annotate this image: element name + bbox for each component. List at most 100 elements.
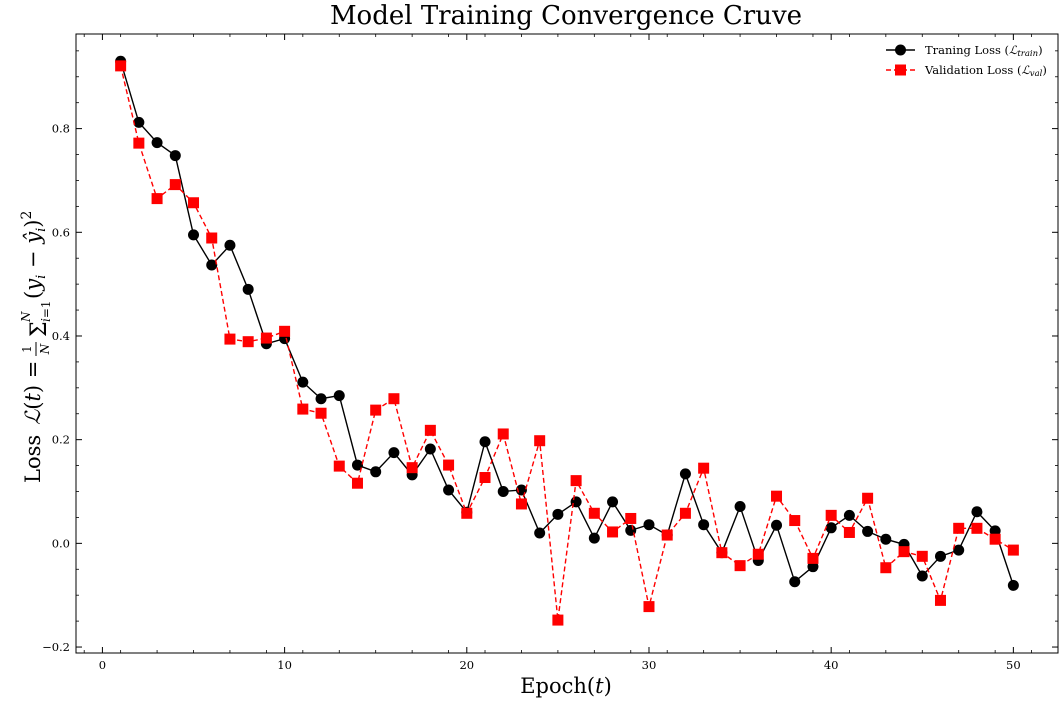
y-tick-label: −0.2 [42, 640, 70, 654]
val-loss-point [953, 522, 965, 534]
val-loss-point [862, 492, 874, 504]
legend-val-label: Validation Loss (ℒval) [924, 63, 1047, 79]
train-loss-point [497, 486, 509, 498]
val-loss-point [206, 232, 218, 244]
train-loss-point [843, 509, 855, 521]
train-loss-point [862, 525, 874, 537]
train-loss-point [351, 459, 363, 471]
train-loss-point [953, 544, 965, 556]
train-loss-point [534, 527, 546, 539]
val-loss-point [607, 526, 619, 538]
train-loss-point [971, 506, 983, 518]
val-loss-point [552, 614, 564, 626]
series-layer [115, 55, 1019, 626]
svg-text:(yi − ŷi)2: (yi − ŷi)2 [19, 211, 49, 299]
train-loss-point [297, 376, 309, 388]
val-loss-point [151, 193, 163, 205]
val-loss-point [497, 428, 509, 440]
val-loss-point [461, 507, 473, 519]
train-loss-point [206, 259, 218, 271]
val-loss-point [971, 522, 983, 534]
train-loss-point [188, 229, 200, 241]
val-loss-point [279, 325, 291, 337]
y-tick-label: 0.6 [52, 225, 70, 239]
val-loss-point [771, 490, 783, 502]
x-tick-label: 20 [459, 658, 474, 672]
train-loss-point [242, 283, 254, 295]
val-loss-point [734, 560, 746, 572]
legend-train-marker [895, 44, 906, 56]
legend-val-marker [895, 64, 906, 76]
val-loss-point [752, 548, 764, 560]
val-loss-point [443, 459, 455, 471]
train-loss-point [807, 561, 819, 573]
val-loss-point [898, 546, 910, 558]
axis-ticks: 0 10 20 30 40 50 −0.2 0.0 0.2 0.4 0.6 0.8 [42, 34, 1058, 672]
x-axis-label: Epoch(t) [520, 674, 612, 698]
svg-text:N: N [19, 311, 33, 323]
chart-title: Model Training Convergence Cruve [330, 1, 802, 31]
val-loss-point [388, 393, 400, 405]
train-loss-point [370, 466, 382, 478]
train-loss-point [388, 447, 400, 459]
train-loss-point [607, 496, 619, 508]
legend: Traning Loss (ℒtrain) Validation Loss (ℒ… [886, 43, 1047, 79]
val-loss-point [934, 594, 946, 606]
train-loss-point [333, 390, 345, 402]
train-loss-point [224, 239, 236, 251]
y-tick-label: 0.4 [52, 329, 70, 343]
val-loss-point [333, 460, 345, 472]
y-tick-label: 0.2 [52, 433, 70, 447]
val-loss-point [297, 403, 309, 415]
x-tick-label: 50 [1006, 658, 1021, 672]
svg-text:1: 1 [20, 345, 34, 353]
x-tick-label: 10 [277, 658, 292, 672]
val-loss-point [661, 529, 673, 541]
val-loss-point [588, 507, 600, 519]
legend-item-val: Validation Loss (ℒval) [886, 63, 1047, 79]
val-loss-point [188, 197, 200, 209]
val-loss-point [224, 333, 236, 345]
train-loss-point [315, 393, 327, 405]
svg-text:i=1: i=1 [39, 300, 53, 322]
val-loss-point [406, 462, 418, 474]
train-loss-point [916, 570, 928, 582]
val-loss-point [843, 526, 855, 538]
val-loss-point [242, 336, 254, 348]
val-loss-point [570, 475, 582, 487]
train-loss-point [679, 468, 691, 480]
y-axis-label: Lossℒ(t) = 1 N Σ N i=1 (yi − ŷi)2 [19, 211, 53, 483]
val-loss-point [916, 550, 928, 562]
val-loss-point [698, 462, 710, 474]
train-loss-point [825, 522, 837, 534]
train-loss-point [169, 150, 181, 162]
train-loss-point [133, 116, 145, 128]
train-loss-point [643, 519, 655, 531]
train-loss-line [119, 61, 1015, 586]
val-loss-point [351, 477, 363, 489]
legend-item-train: Traning Loss (ℒtrain) [886, 43, 1043, 59]
train-loss-point [443, 484, 455, 496]
train-loss-point [552, 508, 564, 520]
legend-train-label: Traning Loss (ℒtrain) [925, 43, 1043, 59]
y-tick-label: 0.8 [52, 122, 70, 136]
val-loss-point [825, 509, 837, 521]
val-loss-point [479, 472, 491, 484]
x-tick-label: 30 [642, 658, 657, 672]
series-val [115, 60, 1019, 626]
val-loss-point [807, 552, 819, 564]
svg-text:Lossℒ(t) =: Lossℒ(t) = [21, 361, 45, 483]
train-loss-point [771, 519, 783, 531]
val-loss-point [115, 60, 127, 72]
val-loss-point [880, 562, 892, 574]
plot-frame [75, 33, 1059, 654]
svg-text:Σ: Σ [27, 321, 52, 337]
val-loss-point [169, 179, 181, 191]
val-loss-point [679, 507, 691, 519]
svg-text:N: N [38, 343, 52, 355]
val-loss-point [515, 498, 527, 510]
train-loss-point [588, 532, 600, 544]
val-loss-point [1007, 544, 1019, 556]
x-tick-label: 0 [99, 658, 106, 672]
